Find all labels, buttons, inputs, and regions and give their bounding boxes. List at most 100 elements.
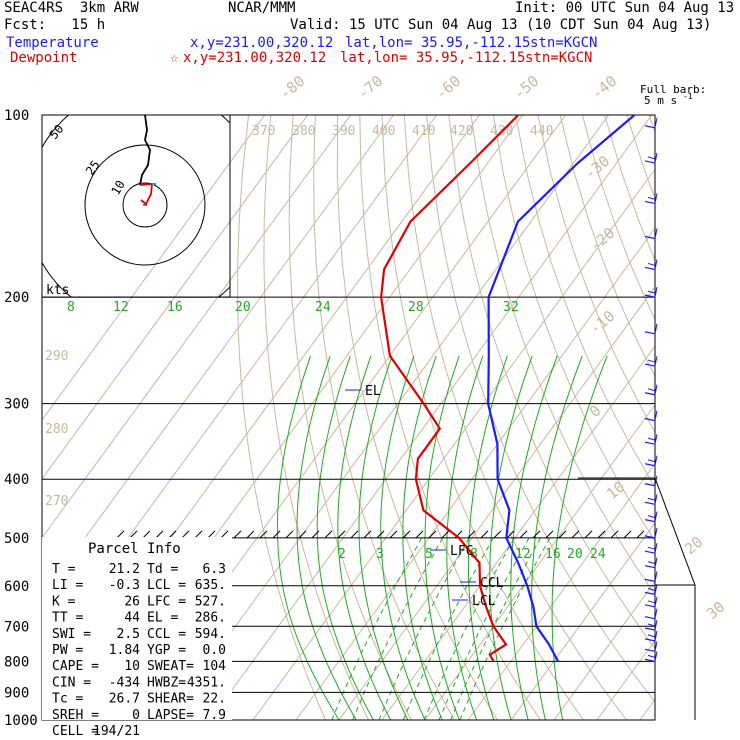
wind-barb-staff xyxy=(654,619,658,631)
wind-barb-flag xyxy=(644,235,656,240)
isotherm-right-label: -10 xyxy=(586,307,618,338)
moist-adiabat-line xyxy=(358,355,409,720)
valid-time: Valid: 15 UTC Sun 04 Aug 13 (10 CDT Sun … xyxy=(290,17,712,33)
mixing-ratio-line xyxy=(423,537,515,720)
hatch-mark xyxy=(519,530,528,539)
dry-adiabat-line xyxy=(313,115,455,720)
wind-barb-half xyxy=(647,388,656,392)
isotherm-line xyxy=(424,404,655,720)
parcel-row-value2: 0.0 xyxy=(203,643,226,658)
wind-barb-flag xyxy=(644,616,656,620)
hatch-mark xyxy=(623,530,632,539)
hodograph-ring xyxy=(122,182,168,228)
theta-label: 440 xyxy=(530,124,553,139)
wind-barb-half xyxy=(647,437,656,441)
isotherm-line xyxy=(338,286,655,720)
parcel-info-title: Parcel Info xyxy=(88,541,181,557)
parcel-row-value: 44 xyxy=(124,611,140,626)
isotherm-top-label: -70 xyxy=(354,72,386,103)
star-icon: ☆ xyxy=(170,50,179,66)
parcel-row-value2: 527. xyxy=(195,594,226,609)
wind-barb-flag xyxy=(644,658,656,662)
parcel-row-value2: 635. xyxy=(195,578,226,593)
parcel-row-value2: 286. xyxy=(195,611,226,626)
dry-adiabat-line xyxy=(403,115,627,720)
parcel-row-value2: 6.3 xyxy=(203,562,226,577)
barb-legend-units: 5 m s xyxy=(644,94,677,107)
parcel-row-value2: 104 xyxy=(203,659,227,674)
wind-barb-flag xyxy=(644,266,656,271)
wind-barb-staff xyxy=(654,596,658,607)
mixing-low-label: 16 xyxy=(545,547,561,562)
parcel-row-label: CAPE = xyxy=(52,659,99,674)
wind-barb-half xyxy=(647,515,656,519)
parcel-row-label: T = xyxy=(52,562,76,577)
hatch-mark xyxy=(636,530,645,539)
mixing-low-label: 20 xyxy=(567,547,583,562)
hodograph-ring xyxy=(84,144,206,266)
wind-barb-staff xyxy=(654,410,658,421)
dry-adiabat-line xyxy=(237,115,326,720)
wind-barb-flag xyxy=(644,578,656,582)
dry-adiabat-line xyxy=(604,115,655,262)
isotherm-line xyxy=(467,462,655,720)
wind-barb-flag xyxy=(644,463,656,467)
wind-barb-staff xyxy=(654,455,658,466)
hodograph-ring-label: 10 xyxy=(108,178,127,198)
wind-barb-staff xyxy=(654,259,658,270)
mixing-low-label: 5 xyxy=(425,547,433,562)
mixing-ratio-line xyxy=(402,537,494,720)
temperature-xy: x,y=231.00,320.12 xyxy=(190,35,334,51)
skew-extension-line xyxy=(578,477,696,720)
isotherm-line xyxy=(553,580,655,720)
parcel-row-value: -434 xyxy=(109,675,140,690)
dry-adiabat-line xyxy=(359,115,541,720)
isotherm-line xyxy=(42,115,266,421)
wind-barb-half xyxy=(647,262,656,266)
hatch-mark xyxy=(311,530,320,539)
dry-adiabat-line xyxy=(581,115,655,321)
mixing-top-label: 24 xyxy=(315,300,331,315)
parcel-row-label2: EL = xyxy=(147,611,178,626)
pressure-tick-label: 900 xyxy=(4,685,29,701)
temperature-latlon: lat,lon= 35.95,-112.15 xyxy=(345,35,531,51)
dewpoint-legend: Dewpoint xyxy=(10,50,78,66)
wind-barb-flag xyxy=(644,483,656,487)
isotherm-line xyxy=(381,345,655,720)
isotherm-line xyxy=(510,521,655,720)
theta-label: 380 xyxy=(292,124,315,139)
hodograph-trace-upper xyxy=(139,114,151,186)
dry-adiabat-line xyxy=(426,115,655,703)
moist-adiabat-line xyxy=(489,355,533,720)
isotherm-line xyxy=(42,115,309,480)
wind-barb-staff xyxy=(654,511,658,522)
hatch-mark xyxy=(116,530,125,539)
moist-adiabat-line xyxy=(402,355,443,720)
mixing-top-label: 20 xyxy=(235,300,251,315)
dry-adiabat-line xyxy=(559,115,655,378)
hodograph-group xyxy=(42,115,230,298)
dry-adiabat-line xyxy=(537,115,655,434)
parcel-row-label2: SHEAR= xyxy=(147,692,194,707)
wind-barb-flag xyxy=(644,565,656,569)
isotherm-line xyxy=(252,168,655,720)
wind-barb-staff xyxy=(654,557,658,568)
wind-barb-staff xyxy=(654,494,658,505)
dry-adiabat-line xyxy=(336,115,498,720)
parcel-row-label: PW = xyxy=(52,643,83,658)
mixing-low-label: 24 xyxy=(590,547,606,562)
wind-barb-staff xyxy=(654,152,658,164)
wind-barb-flag xyxy=(644,501,656,505)
mixing-ratio-line xyxy=(352,537,444,720)
hatch-mark xyxy=(402,530,411,539)
parcel-row-value: 194/21 xyxy=(93,724,140,739)
hatch-mark xyxy=(428,530,437,539)
wind-barb-flag xyxy=(644,418,656,422)
parcel-row-label2: LFC = xyxy=(147,594,186,609)
dry-adiabat-line xyxy=(448,115,655,650)
mixing-low-label: 3 xyxy=(376,547,384,562)
hodograph-ring-label: 25 xyxy=(83,158,103,178)
parcel-row-label2: CCL = xyxy=(147,627,186,642)
wind-barb-flag xyxy=(644,550,656,554)
